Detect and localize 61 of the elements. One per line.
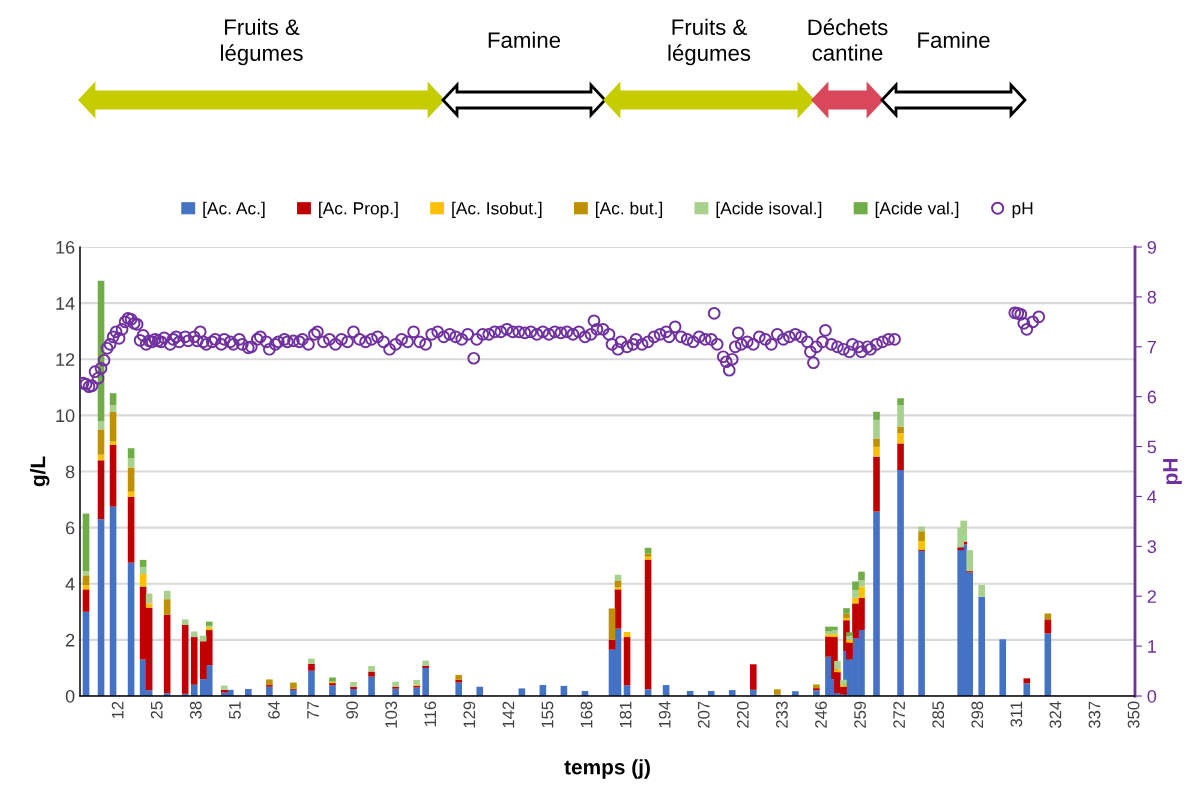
x-tick-label: 38 [189, 701, 202, 719]
x-tick-label: 324 [1049, 701, 1062, 729]
y2-tick-label: 9 [1147, 240, 1156, 254]
x-tick-label: 181 [619, 701, 632, 728]
y2-tick-label: 0 [1147, 689, 1157, 703]
x-tick-label: 103 [385, 701, 398, 728]
y-axis-title: g/L [29, 456, 50, 487]
y2-tick-label: 5 [1147, 440, 1157, 454]
y-tick-label: 12 [56, 353, 75, 366]
x-tick-label: 142 [502, 701, 515, 728]
x-tick-label: 77 [307, 701, 319, 719]
y2-tick-label: 3 [1147, 540, 1157, 554]
y-tick-label: 4 [65, 577, 75, 591]
x-tick-label: 194 [658, 701, 671, 728]
y-tick-label: 16 [56, 240, 75, 254]
x-tick-label: 220 [736, 701, 749, 728]
x-tick-label: 207 [697, 701, 710, 728]
x-tick-label: 155 [541, 701, 554, 728]
y2-tick-label: 8 [1147, 290, 1157, 304]
y-tick-label: 6 [66, 521, 75, 535]
x-tick-label: 116 [424, 701, 437, 727]
y2-tick-label: 6 [1147, 390, 1157, 404]
legend-label: [Ac. Isobut.] [452, 201, 542, 218]
text: Fruits & légumes [668, 18, 751, 66]
x-tick-label: 233 [776, 701, 788, 728]
text: Fruits & légumes [221, 18, 303, 66]
x-tick-label: 64 [268, 701, 280, 719]
x-tick-label: 350 [1127, 701, 1140, 729]
legend-label: [Ac. Ac.] [203, 201, 265, 218]
text: Famine [918, 31, 990, 48]
legend-label: pH [1012, 202, 1033, 218]
x-tick-label: 298 [971, 701, 984, 728]
y2-tick-label: 7 [1147, 340, 1156, 354]
legend-label: [Acide val.] [875, 201, 959, 218]
legend-label: [Ac. but.] [595, 201, 663, 218]
x-tick-label: 259 [854, 701, 866, 728]
y-tick-label: 10 [56, 409, 75, 423]
x-axis-title: temps (j) [564, 759, 650, 779]
y2-tick-label: 1 [1148, 640, 1156, 653]
x-tick-label: 168 [580, 701, 593, 728]
x-tick-label: 272 [893, 701, 905, 728]
x-tick-label: 129 [463, 701, 476, 728]
y2-tick-label: 4 [1147, 490, 1157, 503]
y2-tick-label: 2 [1147, 590, 1156, 603]
y-tick-label: 8 [65, 465, 75, 479]
y2-axis-title: pH [1163, 459, 1182, 485]
x-tick-label: 90 [346, 701, 358, 719]
y-tick-label: 0 [65, 689, 75, 703]
x-tick-label: 246 [815, 701, 827, 728]
legend-label: [Acide isoval.] [716, 201, 822, 218]
x-tick-label: 25 [150, 701, 163, 719]
y-tick-label: 2 [66, 633, 75, 647]
x-tick-label: 285 [932, 701, 945, 728]
x-tick-label: 311 [1010, 701, 1023, 727]
text: Déchets cantine [808, 18, 888, 61]
x-tick-label: 337 [1088, 701, 1101, 729]
x-tick-label: 12 [111, 701, 124, 719]
text: Famine [488, 31, 561, 48]
y-tick-label: 14 [56, 297, 75, 310]
x-tick-label: 51 [229, 701, 241, 719]
legend-label: [Ac. Prop.] [319, 201, 398, 218]
